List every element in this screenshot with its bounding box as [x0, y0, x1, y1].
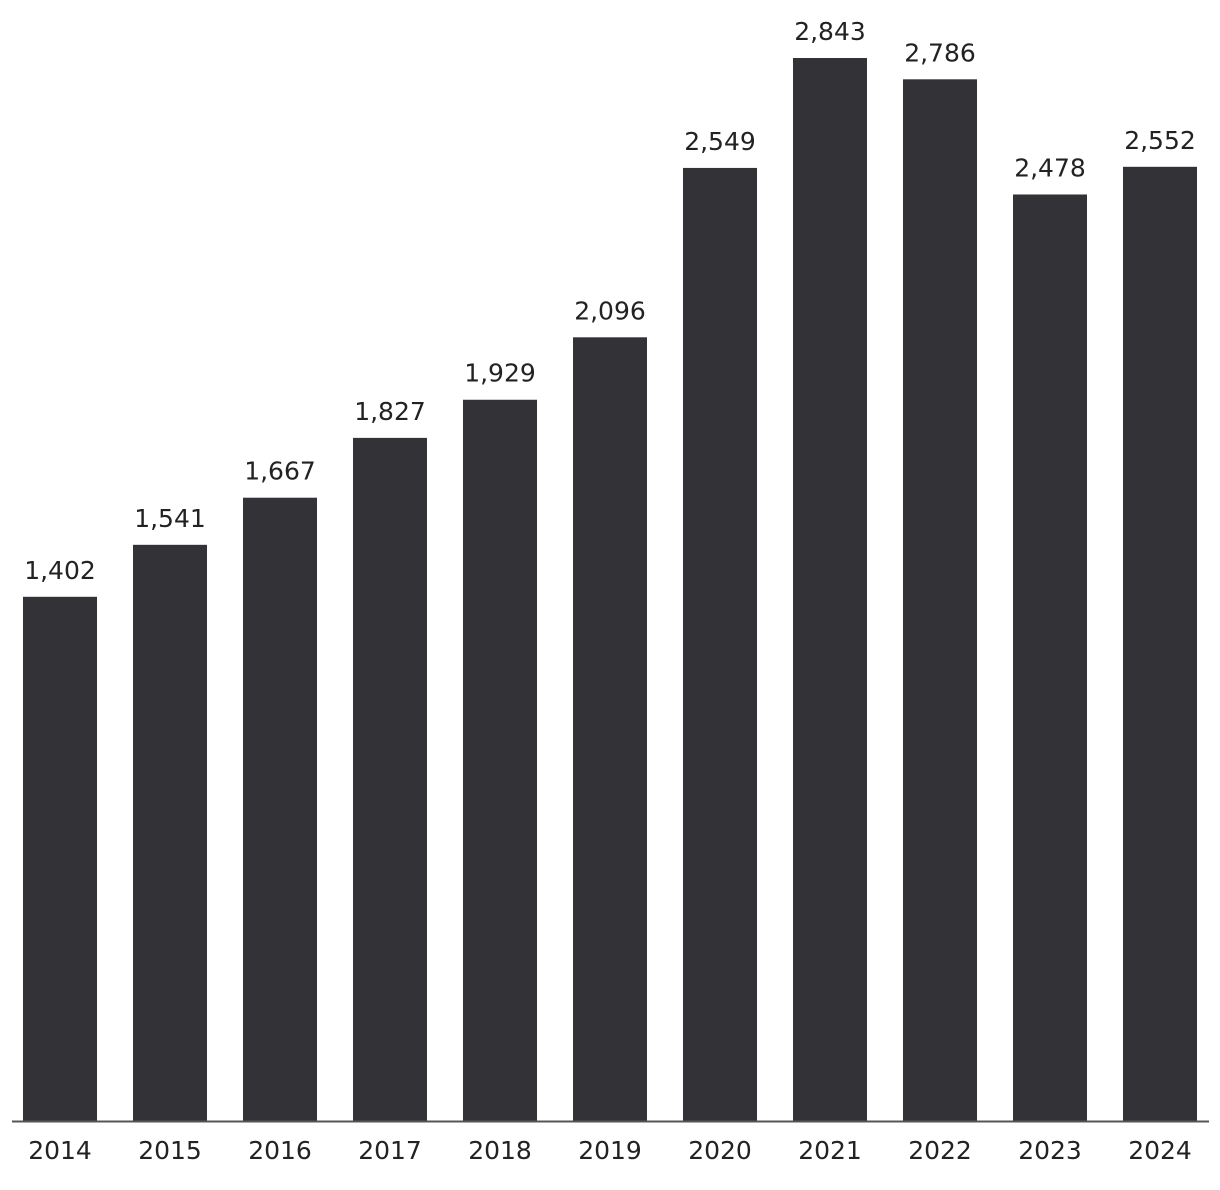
bar-2018 [463, 399, 537, 1121]
x-tick-label-2018: 2018 [468, 1136, 532, 1165]
bar-2019 [573, 337, 647, 1121]
value-label-2017: 1,827 [354, 397, 426, 426]
x-tick-label-2016: 2016 [248, 1136, 312, 1165]
bar-2024 [1123, 166, 1197, 1122]
bar-2022 [903, 79, 977, 1121]
bar-2016 [243, 497, 317, 1121]
x-tick-label-2019: 2019 [578, 1136, 642, 1165]
value-label-2023: 2,478 [1014, 153, 1086, 182]
bar-2020 [683, 167, 757, 1122]
value-label-2019: 2,096 [574, 296, 646, 325]
x-tick-label-2021: 2021 [798, 1136, 862, 1165]
value-label-2024: 2,552 [1124, 126, 1196, 155]
bar-2023 [1013, 194, 1087, 1121]
value-label-2020: 2,549 [684, 127, 756, 156]
value-labels-group: 1,402 1,541 1,667 1,827 1,929 2,096 2,549 2,843… [24, 17, 1196, 585]
value-label-2014: 1,402 [24, 556, 96, 585]
bar-2021 [793, 58, 867, 1121]
value-label-2018: 1,929 [464, 359, 536, 388]
bar-2015 [133, 544, 207, 1121]
x-tick-label-2015: 2015 [138, 1136, 202, 1165]
x-tick-label-2017: 2017 [358, 1136, 422, 1165]
x-tick-label-2014: 2014 [28, 1136, 92, 1165]
x-tick-label-2024: 2024 [1128, 1136, 1192, 1165]
value-label-2022: 2,786 [904, 38, 976, 67]
value-label-2021: 2,843 [794, 17, 866, 46]
bars-group [23, 58, 1197, 1122]
x-tick-label-2020: 2020 [688, 1136, 752, 1165]
bar-2014 [23, 596, 97, 1121]
x-tick-label-2023: 2023 [1018, 1136, 1082, 1165]
x-tick-label-2022: 2022 [908, 1136, 972, 1165]
value-label-2015: 1,541 [134, 504, 206, 533]
value-label-2016: 1,667 [244, 457, 316, 486]
x-tick-labels-group: 2014 2015 2016 2017 2018 2019 2020 2021 2022 2023… [28, 1136, 1192, 1165]
bar-2017 [353, 437, 427, 1122]
